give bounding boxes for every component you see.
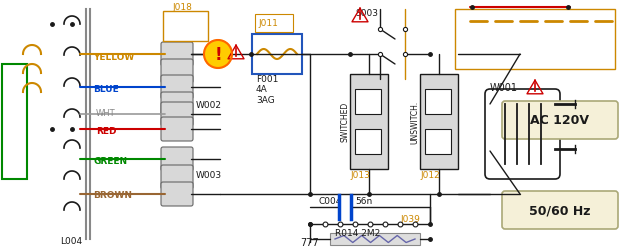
Bar bbox=[163, 12, 208, 42]
Text: S003: S003 bbox=[355, 8, 378, 18]
FancyBboxPatch shape bbox=[161, 93, 193, 116]
FancyBboxPatch shape bbox=[161, 118, 193, 142]
FancyBboxPatch shape bbox=[161, 148, 193, 171]
Text: 56n: 56n bbox=[355, 197, 372, 206]
Text: W003: W003 bbox=[196, 170, 222, 179]
Text: 777: 777 bbox=[301, 237, 319, 247]
Bar bbox=[425, 130, 451, 154]
Bar bbox=[252, 35, 302, 75]
Text: R014 2M2: R014 2M2 bbox=[335, 228, 380, 237]
Text: J018: J018 bbox=[172, 4, 192, 13]
Text: WHT: WHT bbox=[96, 108, 116, 117]
FancyBboxPatch shape bbox=[161, 76, 193, 100]
Bar bbox=[330, 233, 420, 245]
Text: L004: L004 bbox=[60, 236, 82, 246]
Text: 50/60 Hz: 50/60 Hz bbox=[529, 204, 591, 217]
Text: J013: J013 bbox=[350, 170, 370, 179]
Bar bbox=[350, 75, 388, 169]
Text: !: ! bbox=[214, 46, 222, 64]
Text: RED: RED bbox=[96, 126, 116, 135]
FancyBboxPatch shape bbox=[161, 182, 193, 206]
Text: BROWN: BROWN bbox=[93, 191, 132, 200]
Text: C004: C004 bbox=[318, 197, 341, 206]
FancyBboxPatch shape bbox=[161, 165, 193, 189]
Bar bbox=[355, 130, 381, 154]
Bar bbox=[425, 90, 451, 114]
Text: BLUE: BLUE bbox=[93, 85, 119, 94]
FancyBboxPatch shape bbox=[502, 191, 618, 229]
Bar bbox=[2, 65, 27, 179]
Text: YELLOW: YELLOW bbox=[93, 52, 134, 61]
Text: GREEN: GREEN bbox=[93, 157, 127, 166]
FancyBboxPatch shape bbox=[161, 43, 193, 67]
FancyBboxPatch shape bbox=[485, 90, 560, 179]
FancyBboxPatch shape bbox=[502, 102, 618, 140]
Text: SWITCHED: SWITCHED bbox=[340, 102, 349, 141]
Text: UNSWITCH.: UNSWITCH. bbox=[410, 100, 419, 143]
Text: W002: W002 bbox=[196, 100, 222, 109]
Text: J011: J011 bbox=[258, 18, 278, 28]
Bar bbox=[255, 15, 293, 33]
Text: J039: J039 bbox=[400, 215, 420, 224]
Bar bbox=[455, 10, 615, 70]
Bar bbox=[355, 90, 381, 114]
Text: F001
4A
3AG: F001 4A 3AG bbox=[256, 75, 278, 104]
Text: AC 120V: AC 120V bbox=[531, 114, 589, 127]
Circle shape bbox=[204, 41, 232, 69]
Text: J012: J012 bbox=[420, 170, 440, 179]
FancyBboxPatch shape bbox=[161, 102, 193, 126]
FancyBboxPatch shape bbox=[161, 60, 193, 84]
Text: W001: W001 bbox=[490, 83, 518, 93]
Bar bbox=[420, 75, 458, 169]
